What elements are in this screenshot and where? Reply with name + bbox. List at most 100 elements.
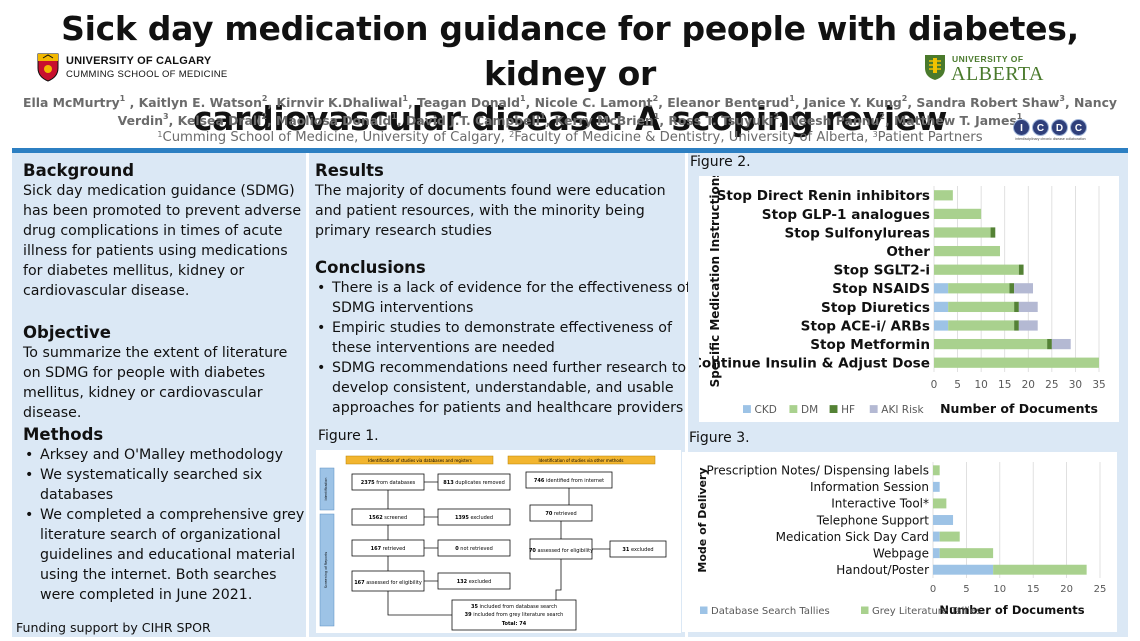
bar-segment: [1051, 338, 1071, 350]
conclusions-list: There is a lack of evidence for the effe…: [315, 278, 695, 418]
author-name: Teagan Donald: [416, 95, 521, 110]
poster-title: Sick day medication guidance for people …: [60, 6, 1080, 141]
affiliation-mark: 1: [157, 130, 163, 139]
results-heading: Results: [315, 161, 384, 180]
category-label: Stop GLP-1 analogues: [762, 207, 930, 223]
bar-segment: [1014, 283, 1033, 294]
flow-text: 0 not retrieved: [455, 546, 493, 552]
bar-segment: [934, 208, 982, 220]
alberta-logo: UNIVERSITY OF ALBERTA: [924, 53, 1044, 85]
author-name: Ella McMurtry: [22, 95, 120, 110]
legend-entry: Grey Literature Tallies: [872, 606, 981, 617]
icdc-letter: I: [1013, 119, 1030, 136]
flow-text: 746 identified from internet: [534, 478, 604, 484]
x-tick-label: 5: [954, 379, 961, 391]
bar-segment: [1014, 301, 1019, 313]
author-affiliation-mark: 1: [520, 94, 526, 103]
category-label: Interactive Tool*: [831, 497, 929, 511]
calgary-name: UNIVERSITY OF CALGARY: [66, 55, 212, 67]
category-label: Other: [886, 244, 930, 260]
background-text: Sick day medication guidance (SDMG) has …: [23, 183, 302, 299]
flow-text: 31 excluded: [622, 547, 653, 553]
legend-swatch: [743, 405, 751, 413]
conclusions-item: Empiric studies to demonstrate effective…: [315, 318, 695, 358]
bar-segment: [948, 320, 1015, 331]
category-label: Stop Diuretics: [821, 300, 930, 316]
flow-text: 132 excluded: [457, 579, 492, 585]
figure2-chart: 0 5 10 15 20 25 30 35 Stop Direct Renin inhibito…: [699, 176, 1119, 422]
y-axis-label: Mode of Delivery: [696, 467, 709, 572]
bar-segment: [934, 338, 1048, 350]
conclusions-section: Conclusions There is a lack of evidence …: [315, 258, 695, 418]
flow-text: 813 duplicates removed: [443, 480, 505, 486]
x-tick-label: 30: [1069, 379, 1082, 391]
author-name: David J.T. Campbell: [405, 113, 541, 128]
icdc-logo: I C D C interdisciplinary chronic diseas…: [1013, 117, 1088, 143]
author-affiliation-mark: 1: [1016, 112, 1023, 121]
flow-text: 2375 from databases: [361, 480, 416, 486]
methods-heading: Methods: [23, 425, 104, 444]
bar-segment: [933, 498, 947, 509]
figure3-label: Figure 3.: [689, 430, 750, 446]
bar-segment: [1014, 320, 1019, 331]
x-tick-label: 10: [974, 379, 987, 391]
legend-entry: AKI Risk: [881, 404, 924, 416]
title-line-1: Sick day medication guidance for people …: [61, 9, 1079, 93]
author-name: Eleanor Benterud: [667, 95, 790, 110]
objective-text: To summarize the extent of literature on…: [23, 345, 288, 421]
affiliation-text: Patient Partners: [877, 130, 983, 145]
flow-text: 35 included from database search: [471, 604, 557, 610]
flow-side-identification-text: Identification: [324, 478, 328, 501]
bar-segment: [1018, 301, 1038, 313]
bar-segment: [934, 245, 1000, 257]
author-name: Ross T. Tsuyuki: [668, 113, 774, 128]
flow-text: 1395 excluded: [455, 515, 493, 521]
bar-segment: [934, 264, 1019, 275]
bar-segment: [933, 531, 940, 542]
x-tick-label: 35: [1092, 379, 1105, 391]
methods-item: We systematically searched six databases: [23, 465, 305, 505]
category-label: Prescription Notes/ Dispensing labels: [707, 464, 929, 478]
bar-segment: [990, 227, 996, 238]
title-line-2: cardiovascular disease: A scoping review: [192, 99, 948, 138]
x-tick-label: 0: [930, 584, 936, 595]
category-label: Stop ACE-i/ ARBs: [801, 318, 930, 334]
calgary-subname: CUMMING SCHOOL OF MEDICINE: [66, 69, 228, 80]
methods-item: We completed a comprehensive grey litera…: [23, 505, 305, 605]
affiliation-mark: 2: [509, 130, 515, 139]
author-name: Maoliosa Donald: [276, 113, 392, 128]
background-section: Background Sick day medication guidance …: [23, 161, 303, 301]
funding-note: Funding support by CIHR SPOR: [16, 620, 211, 635]
bar-segment: [933, 548, 940, 559]
flow-text: 70 retrieved: [545, 511, 576, 517]
bar-segment: [948, 301, 1015, 313]
bar-segment: [939, 531, 960, 542]
figure3-chart: 0 5 10 15 20 25 Prescription Notes/ Dispensing…: [682, 452, 1117, 632]
flow-header-right-text: Identification of studies via other meth…: [539, 458, 624, 463]
flow-header-left: [345, 455, 494, 465]
legend-entry: Database Search Tallies: [711, 606, 830, 617]
category-label: Webpage: [873, 546, 929, 560]
flow-box: [451, 599, 577, 631]
flow-text: 167 assessed for eligibility: [354, 580, 422, 586]
category-label: Stop Direct Renin inhibitors: [717, 188, 930, 204]
figure2-label: Figure 2.: [690, 154, 751, 170]
results-text: The majority of documents found were edu…: [315, 183, 666, 239]
author-affiliation-mark: 2: [652, 94, 659, 103]
methods-item: Arksey and O'Malley methodology: [23, 445, 305, 465]
bar-segment: [1018, 264, 1024, 275]
author-list: Ella McMurtry1 , Kaitlyn E. Watson2, Kir…: [22, 94, 1117, 128]
author-name: Janice Y. Kung: [803, 95, 902, 110]
bar-segment: [933, 564, 994, 575]
x-tick-label: 15: [998, 379, 1011, 391]
methods-list: Arksey and O'Malley methodology We syste…: [23, 445, 305, 605]
legend-swatch: [861, 606, 869, 614]
x-tick-label: 20: [1060, 584, 1073, 595]
x-tick-label: 25: [1094, 584, 1107, 595]
author-affiliation-mark: 1: [119, 94, 126, 103]
legend-swatch: [869, 405, 878, 413]
category-label: Stop NSAIDS: [832, 281, 930, 297]
category-label: Stop Sulfonylureas: [784, 225, 930, 241]
legend-swatch: [789, 405, 798, 413]
affiliations: 1Cumming School of Medicine, University …: [10, 130, 1130, 146]
